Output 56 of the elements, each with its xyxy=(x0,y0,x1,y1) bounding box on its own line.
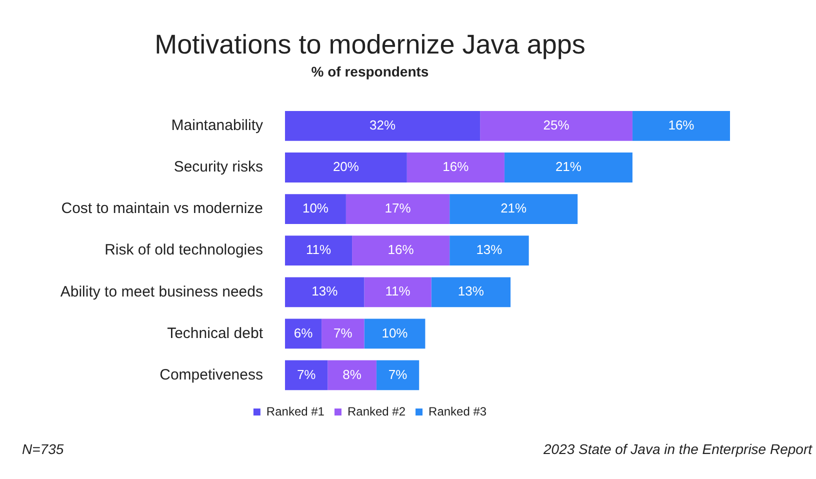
legend-label: Ranked #1 xyxy=(266,404,325,418)
y-tick-label: Technical debt xyxy=(167,324,264,342)
data-label: 6% xyxy=(294,325,314,340)
y-tick-label: Security risks xyxy=(174,158,263,176)
data-label: 13% xyxy=(476,242,503,258)
bar xyxy=(285,236,352,266)
data-label: 16% xyxy=(668,118,695,133)
bar xyxy=(450,236,529,266)
bar xyxy=(450,194,578,224)
bar xyxy=(285,360,328,390)
data-label: 16% xyxy=(388,242,414,258)
bar xyxy=(285,277,364,308)
data-label: 10% xyxy=(382,325,408,340)
data-label: 10% xyxy=(302,200,329,216)
chart-title: Motivations to modernize Java apps xyxy=(154,30,586,60)
bar xyxy=(346,194,450,224)
data-label: 7% xyxy=(296,366,316,382)
bar xyxy=(504,152,632,182)
bar xyxy=(364,318,426,349)
bar xyxy=(328,360,376,390)
legend-label: Ranked #2 xyxy=(347,404,406,418)
data-label: 7% xyxy=(334,325,353,340)
y-tick-label: Maintanability xyxy=(171,117,264,134)
text: N=735 xyxy=(22,441,64,457)
data-label: 7% xyxy=(388,366,408,382)
bar xyxy=(480,111,632,141)
bar xyxy=(285,194,346,224)
legend-label: Ranked #3 xyxy=(428,404,487,418)
bar xyxy=(364,277,432,308)
y-tick-label: Cost to maintain vs modernize xyxy=(61,200,263,218)
data-label: 25% xyxy=(543,118,570,133)
data-label: 20% xyxy=(332,159,360,174)
y-tick-label: Competiveness xyxy=(160,366,263,384)
bar xyxy=(285,152,407,182)
bar xyxy=(285,111,480,141)
bar xyxy=(632,111,730,141)
data-label: 11% xyxy=(385,284,411,299)
bar xyxy=(285,318,322,349)
y-tick-label: Ability to meet business needs xyxy=(60,283,263,300)
data-label: 13% xyxy=(458,284,484,299)
bar xyxy=(376,360,420,390)
data-label: 21% xyxy=(500,200,528,216)
data-label: 21% xyxy=(555,159,582,174)
data-label: 17% xyxy=(384,200,412,216)
text: 2023 State of Java in the Enterprise Report xyxy=(544,441,812,457)
bar xyxy=(431,277,511,308)
data-label: 8% xyxy=(342,366,362,382)
chart-subtitle: % of respondents xyxy=(311,64,429,80)
bar xyxy=(406,152,504,182)
data-label: 16% xyxy=(442,159,470,174)
bar xyxy=(322,318,364,349)
bar xyxy=(352,236,450,266)
data-label: 11% xyxy=(306,242,332,258)
y-tick-label: Risk of old technologies xyxy=(104,242,263,259)
data-label: 13% xyxy=(312,284,338,299)
data-label: 32% xyxy=(370,118,396,133)
